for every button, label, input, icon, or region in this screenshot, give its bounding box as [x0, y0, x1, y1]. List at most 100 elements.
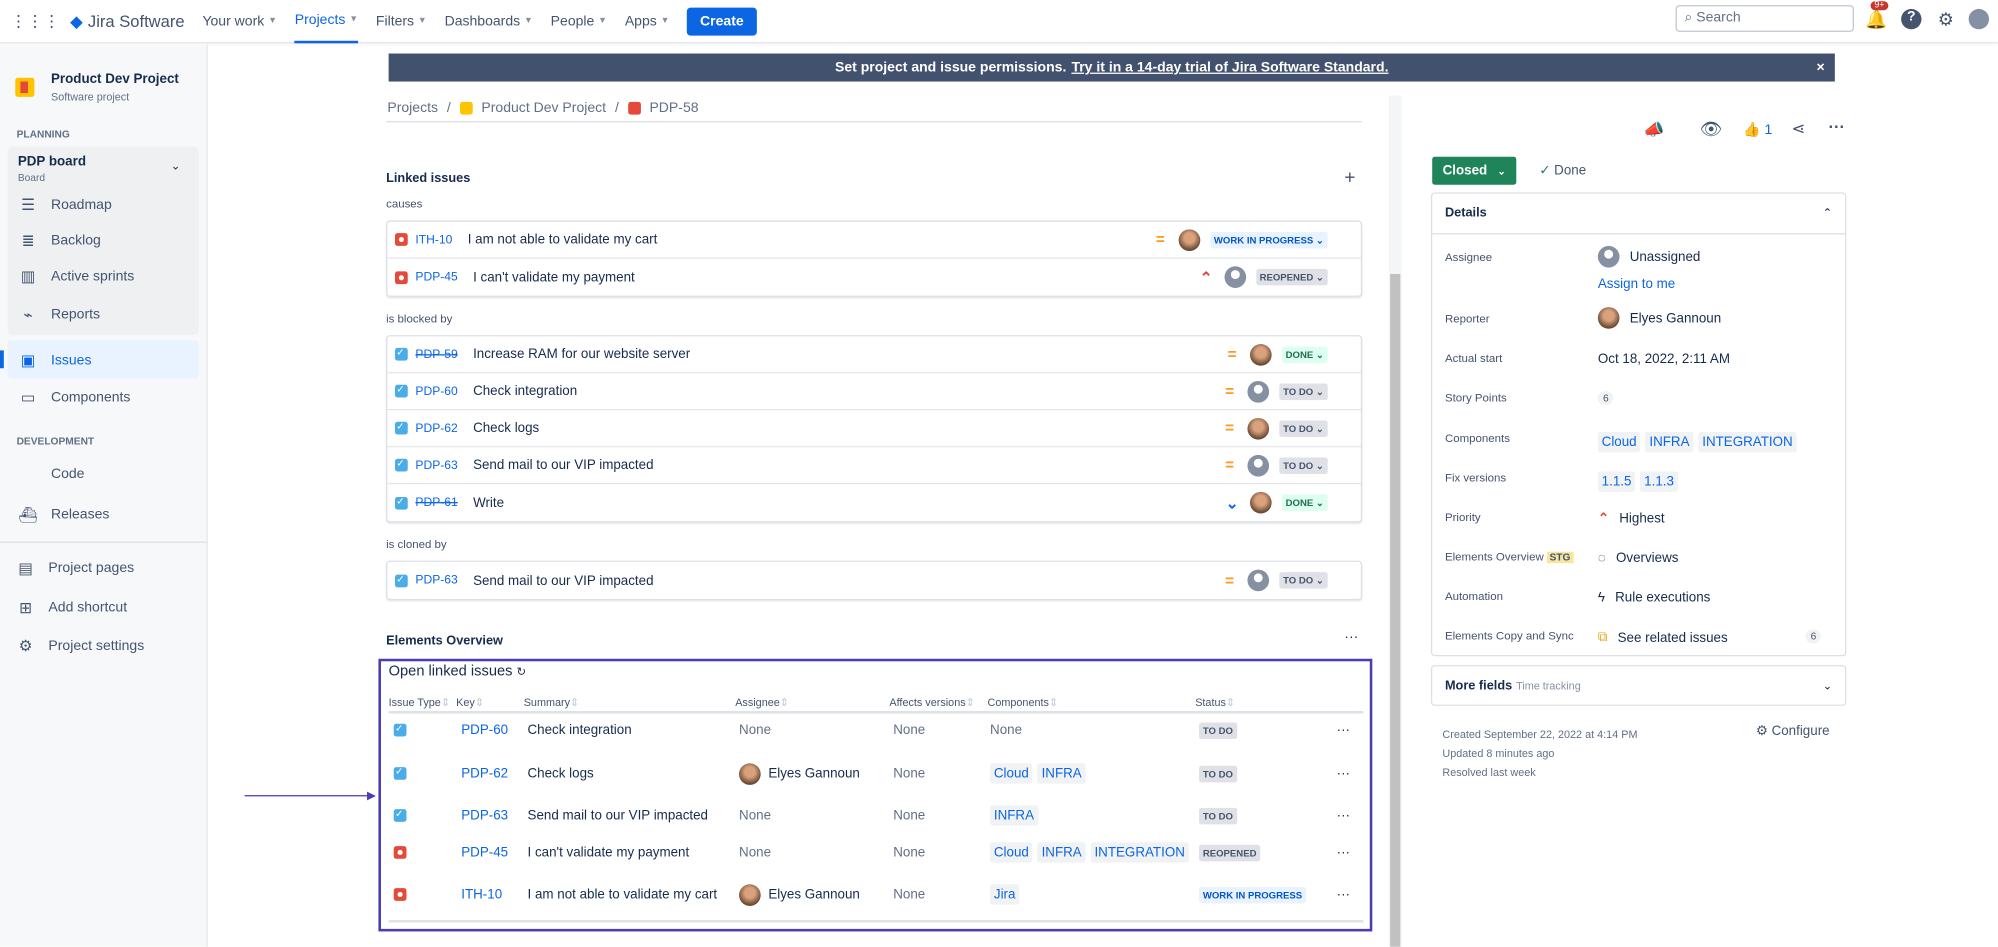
overviews-link[interactable]: ◌ Overviews: [1597, 550, 1679, 566]
assignee-avatar[interactable]: [1247, 569, 1270, 592]
fix-version-tag[interactable]: 1.1.5: [1597, 471, 1636, 492]
component-tag[interactable]: INTEGRATION: [1090, 842, 1189, 863]
assignee-avatar[interactable]: [1249, 343, 1272, 366]
component-tag[interactable]: Cloud: [990, 763, 1033, 784]
row-actions-icon[interactable]: ···: [1336, 722, 1351, 738]
announce-icon[interactable]: 📣: [1643, 119, 1665, 139]
create-button[interactable]: Create: [687, 7, 757, 36]
assignee-field[interactable]: Unassigned: [1597, 245, 1700, 268]
column-header[interactable]: Assignee⇕: [735, 695, 789, 709]
issue-key[interactable]: PDP-45: [415, 270, 458, 285]
sidebar-item-code[interactable]: Code: [50, 466, 85, 482]
rule-executions-link[interactable]: ϟ Rule executions: [1597, 589, 1711, 606]
issue-summary[interactable]: Send mail to our VIP impacted: [527, 807, 708, 824]
issue-summary[interactable]: I am not able to validate my cart: [527, 886, 718, 903]
linked-issue-row[interactable]: PDP-62 Check logs = TO DO ⌄: [387, 410, 1361, 448]
issue-key[interactable]: PDP-63: [461, 807, 509, 824]
column-header[interactable]: Affects versions⇕: [889, 695, 975, 709]
linked-issue-row[interactable]: PDP-61 Write ⌄ DONE ⌄: [387, 484, 1360, 521]
issue-key[interactable]: PDP-62: [415, 421, 458, 436]
status-lozenge[interactable]: TO DO ⌄: [1279, 456, 1328, 474]
linked-issue-row[interactable]: ITH-10 I am not able to validate my cart …: [387, 222, 1361, 259]
add-link-icon[interactable]: +: [1344, 166, 1356, 189]
assign-to-me-link[interactable]: Assign to me: [1597, 276, 1676, 292]
watch-icon[interactable]: 👁: [1699, 118, 1723, 139]
actual-start-field[interactable]: Oct 18, 2022, 2:11 AM: [1597, 351, 1730, 367]
issue-summary[interactable]: Check logs: [527, 765, 594, 782]
breadcrumb-issue[interactable]: PDP-58: [649, 100, 699, 116]
sidebar-item-backlog[interactable]: ≣ Backlog: [18, 232, 101, 250]
sidebar-item-add-shortcut[interactable]: ⊞ Add shortcut: [15, 599, 127, 617]
nav-people[interactable]: People ▼: [550, 13, 607, 29]
nav-filters[interactable]: Filters ▼: [375, 13, 427, 29]
more-actions-icon[interactable]: ···: [1828, 117, 1846, 137]
assignee-avatar[interactable]: [1178, 228, 1200, 251]
breadcrumb-project[interactable]: Product Dev Project: [481, 100, 607, 116]
settings-icon[interactable]: ⚙: [1937, 8, 1954, 30]
component-tag[interactable]: INFRA: [1645, 431, 1694, 453]
story-points-field[interactable]: 6: [1597, 391, 1614, 406]
help-icon[interactable]: ?: [1901, 8, 1922, 30]
linked-issue-row[interactable]: PDP-63 Send mail to our VIP impacted = TO …: [387, 447, 1361, 485]
issue-summary[interactable]: Check integration: [473, 383, 578, 399]
sidebar-item-components[interactable]: ▭ Components: [18, 389, 131, 407]
column-header[interactable]: Key⇕: [456, 695, 484, 709]
board-selector[interactable]: PDP board: [17, 154, 86, 170]
chevron-down-icon[interactable]: ⌄: [170, 159, 181, 173]
priority-field[interactable]: ⌃ Highest: [1597, 510, 1665, 527]
more-fields-panel[interactable]: More fields Time tracking ⌄: [1430, 665, 1847, 706]
component-tag[interactable]: Jira: [990, 884, 1020, 905]
nav-dashboards[interactable]: Dashboards ▼: [444, 13, 533, 29]
sidebar-item-active-sprints[interactable]: ▥ Active sprints: [18, 268, 135, 286]
app-switcher-icon[interactable]: ⋮⋮⋮: [10, 10, 60, 30]
more-icon[interactable]: ···: [1344, 629, 1359, 645]
issue-key[interactable]: PDP-45: [461, 844, 509, 861]
column-header[interactable]: Status⇕: [1195, 695, 1235, 709]
issue-summary[interactable]: Check logs: [473, 420, 540, 436]
search-input[interactable]: ⌕ Search: [1675, 5, 1854, 32]
column-header[interactable]: Issue Type⇕: [388, 695, 450, 709]
sidebar-item-roadmap[interactable]: ☰ Roadmap: [18, 196, 112, 214]
component-tag[interactable]: INFRA: [1037, 842, 1086, 863]
jira-logo[interactable]: ◆ Jira Software: [70, 10, 185, 31]
sidebar-item-issues[interactable]: ▣ Issues: [18, 352, 92, 370]
reporter-field[interactable]: Elyes Gannoun: [1597, 307, 1721, 329]
sidebar-item-project-pages[interactable]: ▤ Project pages: [15, 559, 134, 577]
sidebar-item-project-settings[interactable]: ⚙ Project settings: [15, 637, 145, 655]
row-actions-icon[interactable]: ···: [1336, 844, 1351, 861]
status-button[interactable]: Closed ⌄: [1432, 156, 1517, 185]
issue-summary[interactable]: Write: [473, 495, 505, 511]
status-lozenge[interactable]: REOPENED ⌄: [1255, 268, 1328, 286]
issue-summary[interactable]: Send mail to our VIP impacted: [473, 457, 654, 473]
nav-your-work[interactable]: Your work ▼: [202, 13, 277, 29]
issue-summary[interactable]: I can't validate my payment: [473, 269, 635, 285]
sidebar-item-releases[interactable]: ⛴ Releases: [18, 505, 110, 524]
share-icon[interactable]: ⋖: [1791, 118, 1806, 138]
scrollbar[interactable]: [1388, 95, 1402, 947]
component-tag[interactable]: INFRA: [990, 805, 1038, 826]
issue-summary[interactable]: I can't validate my payment: [527, 844, 690, 861]
issue-key[interactable]: PDP-59: [415, 347, 458, 362]
status-lozenge[interactable]: WORK IN PROGRESS ⌄: [1210, 231, 1328, 248]
configure-button[interactable]: ⚙ Configure: [1755, 723, 1830, 740]
nav-apps[interactable]: Apps ▼: [624, 13, 670, 29]
linked-issue-row[interactable]: PDP-45 I can't validate my payment ⌃ REOPE…: [387, 259, 1360, 296]
sidebar-item-reports[interactable]: ⌁ Reports: [18, 306, 100, 324]
status-lozenge[interactable]: TO DO ⌄: [1279, 572, 1328, 589]
row-actions-icon[interactable]: ···: [1336, 807, 1351, 824]
issue-key[interactable]: PDP-61: [415, 495, 458, 510]
column-header[interactable]: Components⇕: [987, 695, 1059, 709]
component-tag[interactable]: INFRA: [1037, 763, 1086, 784]
refresh-icon[interactable]: ↻: [516, 665, 527, 678]
status-lozenge[interactable]: DONE ⌄: [1281, 345, 1328, 363]
linked-issue-row[interactable]: PDP-59 Increase RAM for our website serve…: [387, 336, 1361, 374]
issue-key[interactable]: ITH-10: [415, 232, 453, 247]
assignee-avatar[interactable]: [1247, 417, 1270, 439]
status-lozenge[interactable]: TO DO ⌄: [1279, 382, 1328, 400]
component-tag[interactable]: INTEGRATION: [1698, 431, 1797, 453]
component-tag[interactable]: Cloud: [990, 842, 1033, 863]
row-actions-icon[interactable]: ···: [1336, 886, 1351, 903]
notifications-icon[interactable]: 🔔 9+: [1865, 1, 1889, 30]
trial-link[interactable]: Try it in a 14-day trial of Jira Softwar…: [1071, 59, 1389, 76]
issue-key[interactable]: PDP-62: [461, 765, 509, 782]
